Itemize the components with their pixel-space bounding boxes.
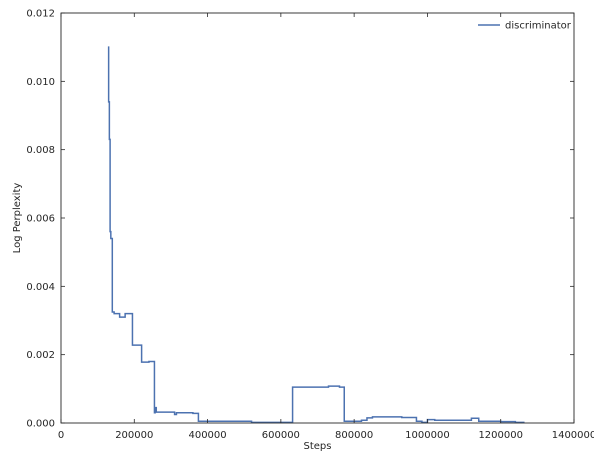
plot-area — [61, 13, 574, 423]
x-tick-label: 200000 — [115, 430, 153, 441]
x-tick-label: 1000000 — [405, 430, 450, 441]
y-tick-label: 0.012 — [26, 9, 55, 20]
y-tick-label: 0.010 — [26, 77, 55, 88]
y-tick-label: 0.004 — [26, 282, 55, 293]
x-tick-label: 1200000 — [478, 430, 523, 441]
x-tick-label: 0 — [58, 430, 64, 441]
y-tick-label: 0.002 — [26, 350, 55, 361]
y-tick-label: 0.008 — [26, 145, 55, 156]
y-axis-label: Log Perplexity — [12, 183, 23, 254]
y-tick-label: 0.006 — [26, 214, 55, 225]
legend: discriminator — [478, 21, 572, 32]
series-line-discriminator — [107, 46, 525, 424]
x-tick-label: 600000 — [262, 430, 300, 441]
x-tick-label: 1400000 — [552, 430, 594, 441]
y-axis: 0.000 0.002 0.004 0.006 0.008 0.010 0.012 — [26, 9, 574, 430]
series-layer — [107, 46, 525, 424]
x-axis-label: Steps — [304, 441, 332, 452]
y-tick-label: 0.000 — [26, 419, 55, 430]
x-tick-label: 400000 — [188, 430, 226, 441]
legend-label: discriminator — [505, 21, 572, 32]
x-axis: 0 200000 400000 600000 800000 1000000 1200000 1… — [58, 13, 594, 441]
x-tick-label: 800000 — [335, 430, 373, 441]
